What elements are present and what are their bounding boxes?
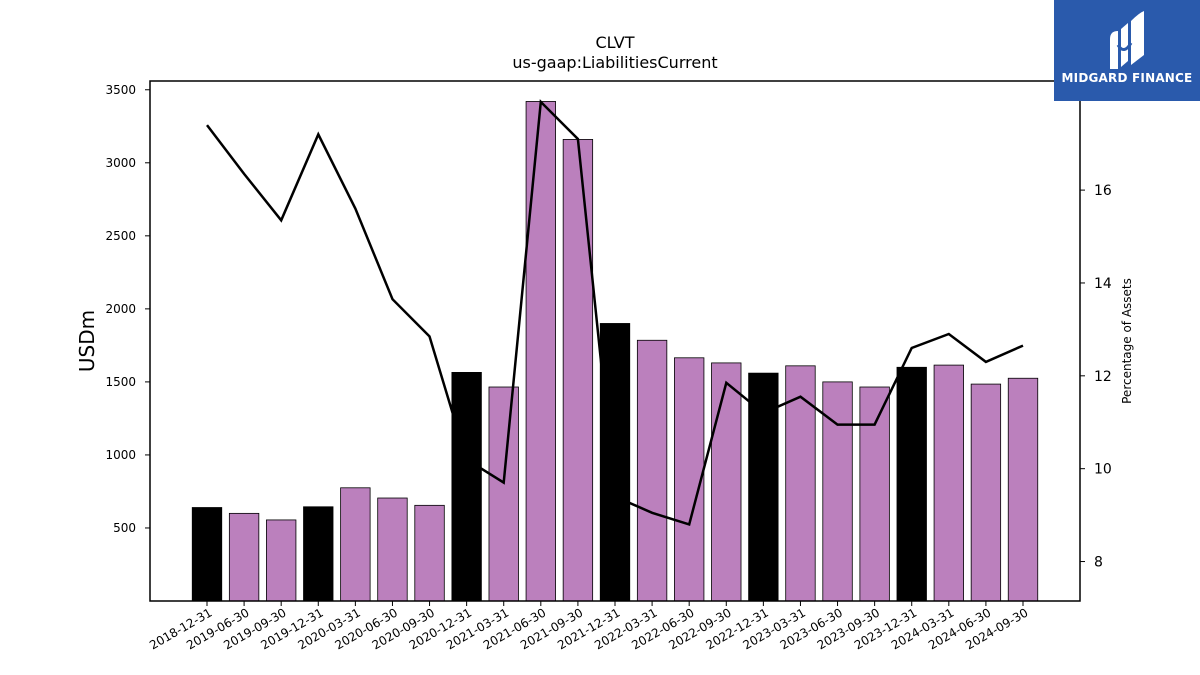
bar-2022-12-31 bbox=[748, 372, 779, 602]
bar-2022-03-31 bbox=[636, 339, 668, 602]
right-axis: 8 10 12 14 16 bbox=[1080, 183, 1112, 571]
left-axis: 500 1000 1500 2000 2500 3000 3500 bbox=[105, 83, 150, 535]
y2-axis-label: Percentage of Assets bbox=[1120, 278, 1134, 404]
bar-2020-09-30 bbox=[414, 504, 445, 602]
bar-2023-12-31 bbox=[896, 366, 927, 602]
bar-2023-09-30 bbox=[859, 386, 890, 602]
chart-title: CLVT bbox=[595, 33, 634, 52]
bars-layer bbox=[191, 101, 1039, 602]
bar-2024-06-30 bbox=[970, 383, 1002, 602]
y2-tick-label: 12 bbox=[1094, 369, 1112, 385]
bar-2019-06-30 bbox=[228, 512, 260, 602]
y-tick-label: 3000 bbox=[105, 156, 136, 170]
bar-2019-09-30 bbox=[266, 519, 297, 602]
y-tick-label: 1000 bbox=[105, 448, 136, 462]
y-tick-label: 1500 bbox=[105, 375, 136, 389]
y2-tick-label: 10 bbox=[1094, 462, 1112, 478]
bar-2024-09-30 bbox=[1007, 377, 1039, 602]
bar-2022-09-30 bbox=[711, 362, 742, 602]
bar-2019-12-31 bbox=[303, 506, 334, 602]
bar-2020-03-31 bbox=[340, 487, 371, 602]
y2-tick-label: 16 bbox=[1094, 183, 1112, 199]
bar-2021-12-31 bbox=[599, 323, 631, 602]
y-tick-label: 2000 bbox=[105, 302, 136, 316]
chart-subtitle: us-gaap:LiabilitiesCurrent bbox=[512, 53, 717, 72]
percentage-line bbox=[206, 99, 1024, 526]
bar-2024-03-31 bbox=[933, 364, 964, 602]
bar-2018-12-31 bbox=[191, 507, 223, 602]
bar-2020-06-30 bbox=[377, 497, 408, 602]
logo: MIDGARD FINANCE bbox=[1054, 0, 1200, 101]
bar-2021-03-31 bbox=[488, 386, 519, 602]
y-axis-label: USDm bbox=[75, 310, 99, 372]
y2-tick-label: 14 bbox=[1094, 276, 1112, 292]
y2-tick-label: 8 bbox=[1094, 555, 1103, 571]
bar-2021-09-30 bbox=[562, 139, 594, 602]
bar-2023-06-30 bbox=[822, 381, 853, 602]
x-axis: 2018-12-312019-06-302019-09-302019-12-31… bbox=[147, 601, 1031, 652]
logo-name: MIDGARD FINANCE bbox=[1061, 71, 1193, 85]
y-tick-label: 500 bbox=[113, 521, 136, 535]
logo-mark-icon bbox=[1110, 11, 1144, 69]
y-tick-label: 3500 bbox=[105, 83, 136, 97]
bar-2021-06-30 bbox=[525, 101, 556, 602]
bar-2022-06-30 bbox=[674, 357, 705, 602]
line-layer bbox=[206, 99, 1024, 526]
bar-2020-12-31 bbox=[451, 372, 482, 602]
y-tick-label: 2500 bbox=[105, 229, 136, 243]
